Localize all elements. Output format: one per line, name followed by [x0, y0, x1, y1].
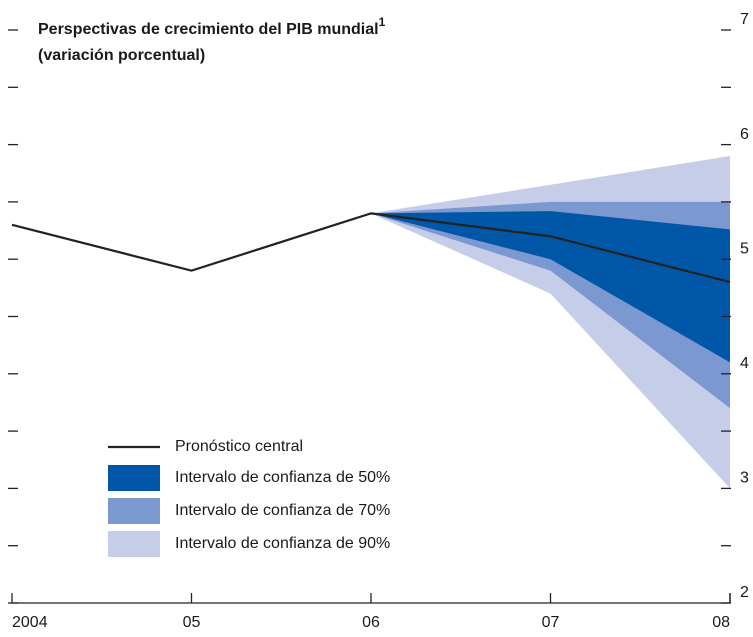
legend-label: Pronóstico central	[175, 438, 303, 455]
legend-label: Intervalo de confianza de 50%	[175, 469, 390, 486]
y-tick-label: 5	[740, 240, 749, 257]
chart-title: Perspectivas de crecimiento del PIB mund…	[38, 15, 386, 38]
y-tick-label: 6	[740, 126, 749, 143]
x-tick-label: 2004	[12, 614, 48, 631]
y-tick-label: 7	[740, 11, 749, 28]
y-tick-label: 3	[740, 470, 749, 487]
x-tick-label: 08	[712, 614, 730, 631]
central-line	[11, 212, 731, 284]
x-tick-label: 06	[362, 614, 380, 631]
title-note: 1	[379, 15, 386, 29]
y-tick-label: 4	[740, 355, 749, 372]
legend-label: Intervalo de confianza de 70%	[175, 502, 390, 519]
legend-swatch	[108, 498, 160, 524]
confidence-band	[371, 211, 730, 363]
legend-swatch	[108, 465, 160, 491]
legend-label: Intervalo de confianza de 90%	[175, 535, 390, 552]
chart-subtitle: (variación porcentual)	[38, 47, 205, 64]
legend-swatch	[108, 531, 160, 557]
x-tick-label: 05	[183, 614, 201, 631]
title-text: Perspectivas de crecimiento del PIB mund…	[38, 21, 379, 38]
x-tick-label: 07	[542, 614, 560, 631]
y-tick-label: 2	[740, 584, 749, 601]
